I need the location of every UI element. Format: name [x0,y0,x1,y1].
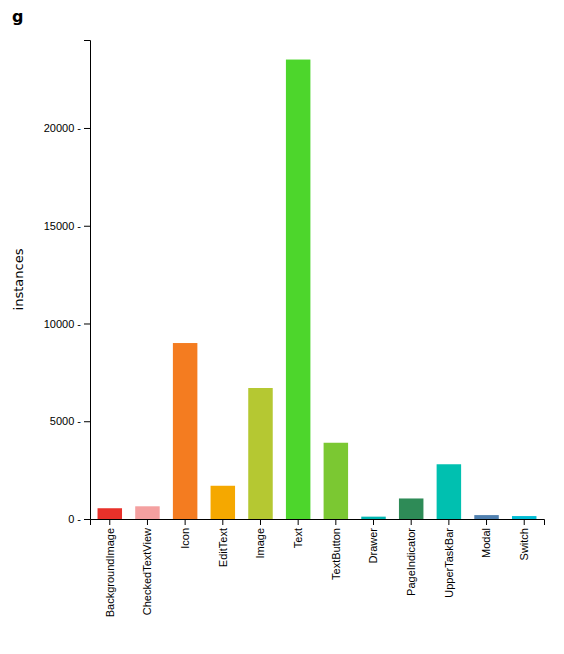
y-tick-mark [84,128,90,129]
x-tick-mark [373,519,374,525]
x-tick: Modal [480,519,492,558]
x-tick-label: Icon [179,528,191,549]
bar [399,498,423,519]
chart-title: g [12,7,23,26]
x-tick-label: Image [254,528,266,559]
y-tick-label: 15000 - [44,220,82,232]
x-tick: UpperTaskBar [443,519,455,598]
x-tick-label: CheckedTextView [141,528,153,615]
y-tick: 20000 - [44,122,90,134]
x-tick-mark [147,519,148,525]
bar [324,443,348,519]
x-tick: TextButton [330,519,342,580]
chart-svg: 0 - 5000 - 10000 - 15000 - 20000 - Background… [0,0,564,654]
bar [173,343,197,519]
x-tick-mark [524,519,525,525]
x-tick-label: TextButton [330,528,342,580]
x-tick-label: PageIndicator [405,528,417,596]
y-tick-mark [84,226,90,227]
bar [474,515,498,519]
x-tick-label: BackgroundImage [104,528,116,617]
x-tick-label: Text [292,528,304,548]
x-tick: Image [254,519,266,559]
x-tick-label: Drawer [367,528,379,564]
bar [135,506,159,519]
x-tick-mark [260,519,261,525]
x-tick: EditText [217,519,229,567]
chart-container: 0 - 5000 - 10000 - 15000 - 20000 - Background… [0,0,564,654]
x-axis-line [91,520,545,526]
y-tick-mark [84,323,90,324]
x-tick: Text [292,519,304,548]
y-tick-mark [84,519,90,520]
x-tick: PageIndicator [405,519,417,596]
bar [98,508,122,519]
x-tick-mark [109,519,110,525]
x-tick: Switch [518,519,530,560]
y-tick: 10000 - [44,318,90,330]
y-tick-mark [84,421,90,422]
bar [248,388,272,519]
x-tick-mark [335,519,336,525]
bar [512,516,536,519]
bars [98,60,537,519]
y-tick: 15000 - [44,220,90,232]
bar [437,464,461,519]
x-tick: Icon [179,519,191,549]
y-tick: 5000 - [50,415,90,427]
x-tick-label: UpperTaskBar [443,528,455,598]
bar [361,517,385,519]
x-tick-label: Modal [480,528,492,558]
x-tick-mark [185,519,186,525]
x-tick: BackgroundImage [104,519,116,617]
x-tick-mark [298,519,299,525]
x-tick-mark [448,519,449,525]
y-axis-line [84,41,91,520]
y-tick-label: 20000 - [44,122,82,134]
y-axis: 0 - 5000 - 10000 - 15000 - 20000 - [44,41,91,526]
x-axis: BackgroundImage CheckedTextView Icon EditTe… [91,519,545,617]
x-tick-mark [411,519,412,525]
bar [211,486,235,519]
x-tick: Drawer [367,519,379,563]
x-tick-label: EditText [217,528,229,567]
y-tick-label: 5000 - [50,415,82,427]
bar [286,60,310,519]
plot-area: 0 - 5000 - 10000 - 15000 - 20000 - Background… [44,41,545,618]
y-axis-title: instances [11,248,26,310]
y-tick-label: 10000 - [44,318,82,330]
x-tick-mark [222,519,223,525]
x-tick-mark [486,519,487,525]
x-tick: CheckedTextView [141,519,153,615]
y-tick: 0 - [68,513,90,525]
x-tick-label: Switch [518,528,530,560]
y-tick-label: 0 - [68,513,81,525]
